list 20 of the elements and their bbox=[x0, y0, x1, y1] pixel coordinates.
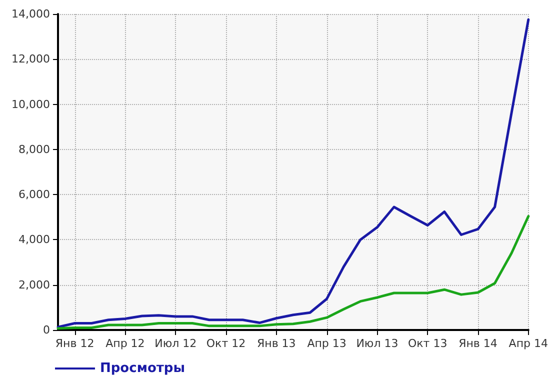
x-tick-label: Янв 12 bbox=[55, 337, 94, 350]
x-tick-label: Окт 13 bbox=[408, 337, 448, 350]
x-tick-label: Июл 12 bbox=[154, 337, 197, 350]
y-tick-label: 14,000 bbox=[12, 8, 50, 20]
y-tick-label: 10,000 bbox=[12, 98, 50, 111]
x-tick-label: Апр 13 bbox=[307, 337, 346, 350]
x-tick-label: Июл 13 bbox=[356, 337, 398, 350]
y-tick-label: 8,000 bbox=[18, 142, 50, 156]
x-tick-label: Окт 12 bbox=[206, 337, 246, 350]
legend-label: Просмотры bbox=[100, 361, 185, 376]
x-tick-label: Янв 14 bbox=[458, 337, 498, 350]
x-tick-label: Апр 12 bbox=[106, 337, 145, 350]
x-tick-label: Янв 13 bbox=[256, 337, 296, 350]
y-tick-label: 4,000 bbox=[18, 233, 50, 246]
y-tick-label: 2,000 bbox=[18, 278, 50, 292]
y-tick-label: 0 bbox=[43, 324, 50, 336]
y-tick-label: 6,000 bbox=[18, 188, 50, 202]
x-tick-label: Апр 14 bbox=[508, 337, 548, 350]
line-series bbox=[56, 18, 530, 328]
y-tick-label: 12,000 bbox=[12, 52, 50, 66]
